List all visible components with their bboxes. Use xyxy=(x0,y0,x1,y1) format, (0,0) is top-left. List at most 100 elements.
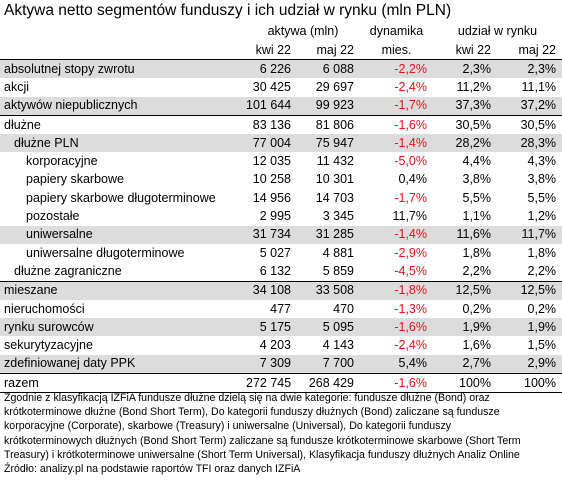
assets-apr: 101 644 xyxy=(246,96,297,116)
share-apr: 30,5% xyxy=(433,114,497,135)
dynamics-monthly: -1,6% xyxy=(360,318,433,337)
assets-may: 5 859 xyxy=(322,263,354,278)
table-row: papiery skarbowe 10 258 10 301 0,4% 3,8% 3,8% xyxy=(0,171,562,189)
assets-may: 5 095 xyxy=(297,318,360,337)
dynamics-monthly: -1,6% xyxy=(360,373,433,394)
share-apr: 2,7% xyxy=(433,354,497,374)
share-apr: 1,8% xyxy=(462,245,492,260)
assets-apr: 6 226 xyxy=(246,59,297,79)
dynamics-monthly: -1,7% xyxy=(394,190,427,205)
header-share-may: maj 22 xyxy=(497,40,562,60)
share-apr: 1,6% xyxy=(462,338,492,353)
share-may: 1,5% xyxy=(527,338,557,353)
footnote-line: Zgodnie z klasyfikacją IZFiA fundusze dł… xyxy=(4,392,490,404)
share-may: 28,3% xyxy=(497,134,562,153)
header-assets-group: aktywa (mln) xyxy=(267,23,339,38)
assets-apr: 10 258 xyxy=(252,172,291,187)
header-dynamics-line2: mies. xyxy=(360,40,433,60)
share-apr: 11,6% xyxy=(433,225,497,244)
row-label: dłużne PLN xyxy=(0,134,246,153)
share-may: 100% xyxy=(497,373,562,394)
share-apr: 37,3% xyxy=(433,96,497,116)
row-label: dłużne xyxy=(0,114,246,135)
share-may: 3,8% xyxy=(527,172,557,187)
footnote-line: krótkoterminowych dłużnych (Bond Short T… xyxy=(4,434,521,447)
header-row-groups: aktywa (mln) dynamika udział w rynku xyxy=(0,21,562,40)
table-row: uniwersalne długoterminowe 5 027 4 881 -2,9… xyxy=(0,244,562,262)
dynamics-monthly: -2,2% xyxy=(360,59,433,79)
table-row: zdefiniowanej daty PPK 7 309 7 700 5,4% 2,7%… xyxy=(0,354,562,374)
table-row: mieszane 34 108 33 508 -1,8% 12,5% 12,5% xyxy=(0,280,562,300)
assets-apr: 14 956 xyxy=(252,190,291,205)
share-may: 4,3% xyxy=(527,154,557,169)
table-row: korporacyjne 12 035 11 432 -5,0% 4,4% 4,3% xyxy=(0,152,562,170)
share-may: 37,2% xyxy=(497,96,562,116)
assets-apr: 5 027 xyxy=(259,245,291,260)
dynamics-monthly: -1,3% xyxy=(394,301,427,316)
row-label: korporacyjne xyxy=(26,154,98,169)
assets-may: 29 697 xyxy=(315,79,354,94)
row-label: sekurytyzacyjne xyxy=(4,338,93,353)
row-label: mieszane xyxy=(0,280,246,300)
share-may: 2,2% xyxy=(527,263,557,278)
header-assets-apr: kwi 22 xyxy=(246,40,297,60)
share-may: 11,1% xyxy=(521,79,557,94)
table-row: absolutnej stopy zwrotu 6 226 6 088 -2,2% 2,… xyxy=(0,59,562,79)
assets-may: 7 700 xyxy=(297,354,360,374)
row-label: uniwersalne xyxy=(0,225,246,244)
dynamics-monthly: 11,7% xyxy=(392,209,427,224)
footnote-line: Treasury) i krótkoterminowe uniwersalne … xyxy=(4,448,520,461)
share-may: 1,8% xyxy=(527,245,557,260)
table-row: dłużne PLN 77 004 75 947 -1,4% 28,2% 28,3% xyxy=(0,134,562,153)
share-apr: 28,2% xyxy=(433,134,497,153)
assets-may: 31 285 xyxy=(297,225,360,244)
header-assets-may: maj 22 xyxy=(297,40,360,60)
share-may: 11,7% xyxy=(497,225,562,244)
share-apr: 100% xyxy=(433,373,497,394)
source-note: Źródło: analizy.pl na podstawie raportów… xyxy=(4,463,301,476)
row-label: papiery skarbowe xyxy=(26,172,124,187)
dynamics-monthly: -2,4% xyxy=(394,79,427,94)
share-may: 0,2% xyxy=(527,301,557,316)
share-may: 30,5% xyxy=(497,114,562,135)
share-may: 1,9% xyxy=(497,318,562,337)
assets-apr: 272 745 xyxy=(246,373,297,394)
dynamics-monthly: 5,4% xyxy=(360,354,433,374)
assets-apr: 4 203 xyxy=(259,338,291,353)
table-row: rynku surowców 5 175 5 095 -1,6% 1,9% 1,9% xyxy=(0,318,562,337)
footnote-line: krótkoterminowe dłużne (Bond Short Term)… xyxy=(4,406,500,419)
table-row: pozostałe 2 995 3 345 11,7% 1,1% 1,2% xyxy=(0,207,562,225)
row-label: absolutnej stopy zwrotu xyxy=(0,59,246,79)
dynamics-monthly: -1,4% xyxy=(360,134,433,153)
share-apr: 12,5% xyxy=(433,280,497,300)
assets-apr: 31 734 xyxy=(246,225,297,244)
header-share-apr: kwi 22 xyxy=(433,40,497,60)
total-row: razem 272 745 268 429 -1,6% 100% 100% xyxy=(0,373,562,394)
row-label: pozostałe xyxy=(26,209,80,224)
row-label: uniwersalne długoterminowe xyxy=(26,245,185,260)
dynamics-monthly: -1,7% xyxy=(360,96,433,116)
share-may: 2,9% xyxy=(497,354,562,374)
assets-may: 3 345 xyxy=(322,209,354,224)
header-row-columns: kwi 22 maj 22 mies. kwi 22 maj 22 xyxy=(0,40,562,60)
table-row: sekurytyzacyjne 4 203 4 143 -2,4% 1,6% 1,5% xyxy=(0,336,562,354)
assets-apr: 6 132 xyxy=(259,263,291,278)
share-may: 12,5% xyxy=(497,280,562,300)
dynamics-monthly: -1,4% xyxy=(360,225,433,244)
share-apr: 1,1% xyxy=(462,209,492,224)
share-apr: 3,8% xyxy=(462,172,492,187)
assets-apr: 34 108 xyxy=(246,280,297,300)
share-apr: 5,5% xyxy=(462,190,492,205)
share-may: 5,5% xyxy=(527,190,557,205)
row-label: papiery skarbowe długoterminowe xyxy=(26,190,216,205)
share-apr: 0,2% xyxy=(462,301,492,316)
share-may: 2,3% xyxy=(497,59,562,79)
dynamics-monthly: 0,4% xyxy=(398,172,428,187)
table-row: nieruchomości 477 470 -1,3% 0,2% 0,2% xyxy=(0,300,562,318)
assets-may: 81 806 xyxy=(297,114,360,135)
row-label: zdefiniowanej daty PPK xyxy=(0,354,246,374)
dynamics-monthly: -4,5% xyxy=(394,263,427,278)
assets-apr: 477 xyxy=(270,301,291,316)
assets-apr: 30 425 xyxy=(252,79,291,94)
table-row: uniwersalne 31 734 31 285 -1,4% 11,6% 11,7% xyxy=(0,225,562,244)
